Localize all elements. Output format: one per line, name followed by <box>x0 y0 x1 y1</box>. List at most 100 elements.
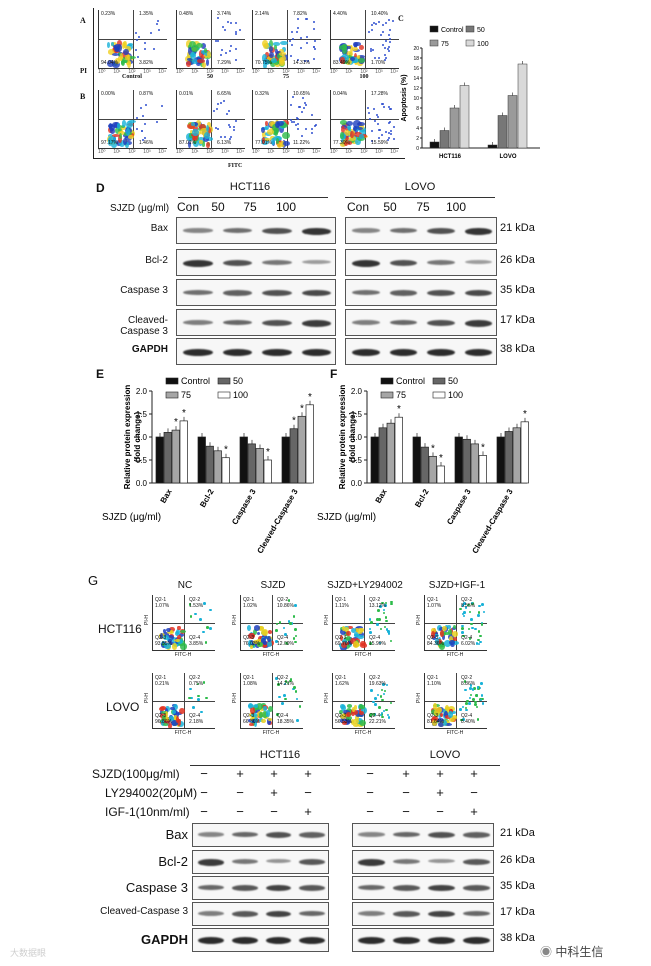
sjzd-label-d: SJZD (μg/ml) <box>110 203 170 214</box>
tick-label: 10³ <box>143 69 151 75</box>
event-dot <box>359 706 363 713</box>
y-tick-label: 18 <box>413 56 419 62</box>
flow-y-axis-label: PI-H <box>324 615 330 625</box>
event-dot <box>477 638 480 642</box>
event-dot <box>209 608 212 612</box>
flow-x-axis-label: FITC-H <box>174 730 192 736</box>
protein-band <box>358 832 385 837</box>
event-dot <box>163 628 167 633</box>
y-tick-label: 0.0 <box>351 479 363 488</box>
event-dot <box>171 720 178 726</box>
event-dot <box>352 707 356 713</box>
event-dot <box>252 628 257 635</box>
g-group1-line <box>190 765 340 766</box>
protein-band <box>265 911 292 918</box>
quadrant-name: Q2-4 <box>189 635 201 641</box>
y-tick-label: 6 <box>416 116 419 122</box>
apoptosis-bar-chart: Control 50 75 100 0 2 4 6 8 10 12 14 16 18 20 Apoptosis… <box>401 25 540 160</box>
event-dot <box>355 138 361 146</box>
flow-x-axis-label: FITC-H <box>446 652 464 658</box>
event-dot <box>205 696 208 700</box>
bar <box>197 436 206 484</box>
y-axis-label-2: (fold change) <box>348 412 357 463</box>
bar <box>517 63 528 149</box>
protein-band <box>301 290 331 297</box>
event-dot <box>480 623 484 626</box>
event-dot <box>433 634 440 638</box>
event-dot <box>258 711 263 719</box>
event-dot <box>387 106 390 109</box>
event-dot <box>126 120 133 128</box>
event-dot <box>359 643 367 648</box>
legend-swatch <box>432 391 446 399</box>
event-dot <box>356 626 364 630</box>
y-tick-label: 0.5 <box>136 456 148 465</box>
event-dot <box>234 59 237 62</box>
event-dot <box>266 128 274 135</box>
quadrant-readout: Q2-3 84.36% <box>427 635 444 647</box>
y-tick-label: 1.0 <box>351 433 363 442</box>
event-dot <box>445 705 450 711</box>
event-dot <box>379 713 383 717</box>
tick-label: 10³ <box>297 149 305 155</box>
event-dot <box>358 710 364 715</box>
event-dot <box>238 28 241 31</box>
bar <box>507 95 518 149</box>
protein-band <box>352 349 380 356</box>
y-tick-label: 12 <box>413 86 419 92</box>
event-dot <box>264 137 271 141</box>
event-dot <box>216 108 219 111</box>
event-dot <box>165 708 169 714</box>
protein-band <box>231 937 258 944</box>
quadrant-percent: 0.01% <box>179 91 194 97</box>
event-dot <box>263 59 271 66</box>
flow-plot: 0.04% 17.28% 77.30% 15.59% <box>330 90 399 149</box>
bar <box>213 450 222 484</box>
event-dot <box>350 130 354 138</box>
condition-label: 50 <box>207 74 213 80</box>
tick-label: 10³ <box>297 69 305 75</box>
flow-ticks: 10⁰ 10¹ 10² 10³ 10⁴ <box>98 149 166 155</box>
event-dot <box>281 702 284 705</box>
flow-plot: Q2-1 0.21% Q2-2 0.75% Q2-3 96.86% Q2-4 2.18% <box>152 673 215 729</box>
treatment-sign: − <box>200 804 208 819</box>
event-dot <box>389 120 392 123</box>
blot-strip <box>345 338 497 365</box>
quadrant-readout: Q2-4 2.18% <box>189 713 203 725</box>
kda-label: 35 kDa <box>500 880 535 892</box>
event-dot <box>195 120 202 127</box>
event-dot <box>275 677 278 680</box>
event-dot <box>253 625 261 631</box>
event-dot <box>468 610 472 614</box>
event-dot <box>344 717 351 725</box>
protein-band <box>265 937 292 944</box>
event-dot <box>230 21 233 24</box>
event-dot <box>479 634 482 638</box>
tick-label: 10¹ <box>267 149 275 155</box>
event-dot <box>350 56 356 62</box>
event-dot <box>472 698 475 701</box>
protein-band <box>389 320 417 326</box>
quadrant-percent: 11.22% <box>293 140 310 146</box>
quadrant-name: Q2-4 <box>277 713 289 719</box>
event-dot <box>160 105 163 108</box>
quadrant-line-horizontal <box>253 119 321 120</box>
quadrant-value: 1.10% <box>427 681 442 687</box>
event-dot <box>280 141 285 148</box>
event-dot <box>372 700 375 704</box>
event-dot <box>374 22 377 25</box>
quadrant-name: Q2-1 <box>243 597 255 603</box>
event-dot <box>481 603 484 606</box>
event-dot <box>267 630 273 635</box>
y-tick-label: 14 <box>413 76 419 82</box>
tick-label: 10⁴ <box>312 149 320 155</box>
treatment-sign: + <box>304 766 312 781</box>
significance-star: * <box>431 443 435 454</box>
event-dot <box>479 698 483 702</box>
event-dot <box>290 31 293 34</box>
quadrant-line-horizontal <box>153 700 215 702</box>
legend-swatch <box>380 391 394 399</box>
event-dot <box>247 703 255 708</box>
protein-band <box>389 290 417 296</box>
event-dot <box>313 28 316 30</box>
